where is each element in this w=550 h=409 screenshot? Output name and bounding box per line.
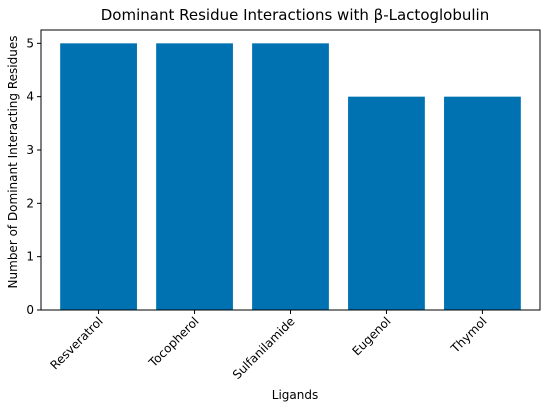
bars-group bbox=[60, 43, 521, 311]
x-tick-label: Eugenol bbox=[349, 314, 393, 358]
y-tick-label: 2 bbox=[26, 196, 34, 210]
y-tick-label: 5 bbox=[26, 36, 34, 50]
x-ticks-group: Resveratrol Tocopherol Sulfanilamide Eugeno… bbox=[48, 310, 490, 382]
x-axis-label: Ligands bbox=[272, 388, 318, 402]
y-ticks-group: 0 1 2 3 4 5 bbox=[26, 36, 41, 317]
chart-title: Dominant Residue Interactions with β-Lac… bbox=[101, 6, 489, 24]
y-tick-label: 1 bbox=[26, 250, 34, 264]
bar-eugenol bbox=[348, 96, 425, 311]
x-tick-label: Tocopherol bbox=[145, 314, 201, 370]
bar-tocopherol bbox=[156, 43, 233, 310]
y-tick-label: 0 bbox=[26, 303, 34, 317]
y-tick-label: 4 bbox=[26, 90, 34, 104]
x-tick-label: Resveratrol bbox=[48, 314, 106, 372]
bar-sulfanilamide bbox=[252, 43, 329, 310]
bar-thymol bbox=[444, 96, 521, 311]
bar-resveratrol bbox=[60, 43, 137, 310]
x-tick-label: Sulfanilamide bbox=[230, 314, 298, 382]
plot-frame bbox=[40, 29, 541, 311]
x-tick-label: Thymol bbox=[448, 314, 490, 356]
y-tick-label: 3 bbox=[26, 143, 34, 157]
y-axis-label: Number of Dominant Interacting Residues bbox=[6, 36, 20, 289]
